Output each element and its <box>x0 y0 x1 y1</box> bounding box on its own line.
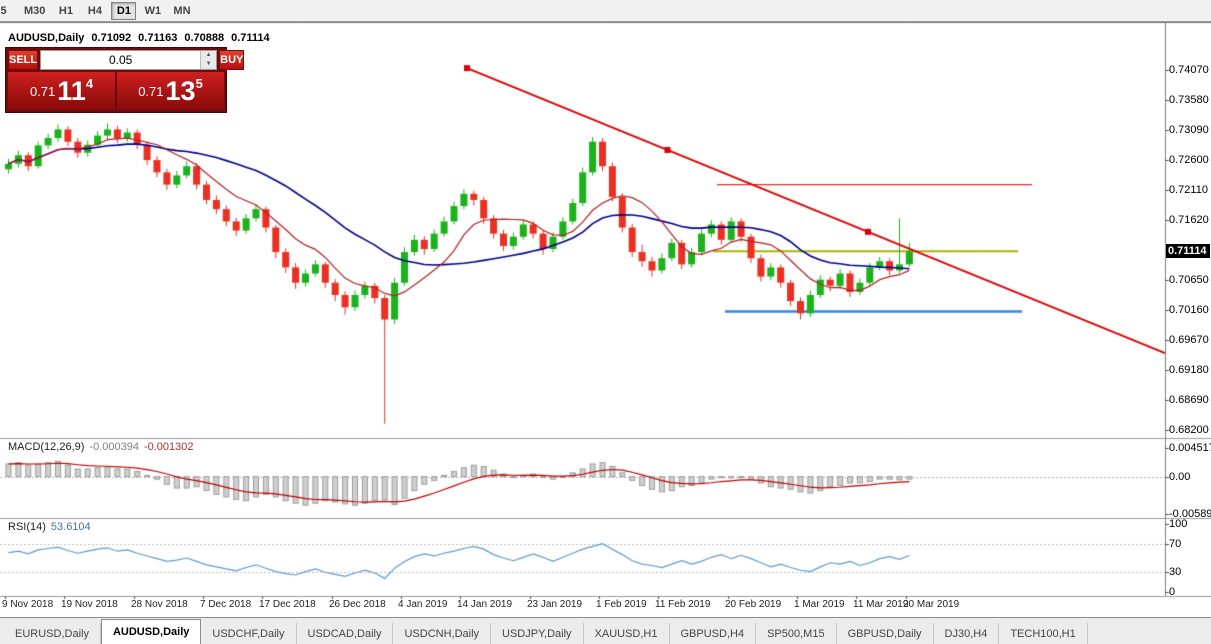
date-axis-label: 28 Nov 2018 <box>131 599 188 610</box>
price-axis-label: 0.71620 <box>1169 214 1209 226</box>
price-axis-label: 0.70160 <box>1169 304 1209 316</box>
date-axis-label: 26 Dec 2018 <box>329 599 386 610</box>
rsi-header: RSI(14) 53.6104 <box>8 521 91 533</box>
volume-box: ▲ ▼ <box>40 50 218 70</box>
macd-value-signal: -0.001302 <box>143 441 194 453</box>
buy-price-display: 0.71 13 5 <box>117 72 224 110</box>
timeframe-button-M30[interactable]: M30 <box>24 4 46 17</box>
volume-down-button[interactable]: ▼ <box>201 60 217 69</box>
tab-XAUUSD-H1[interactable]: XAUUSD,H1 <box>583 623 670 644</box>
price-axis-label: 0.73090 <box>1169 124 1209 136</box>
quote-header: AUDUSD,Daily 0.71092 0.71163 0.70888 0.71114 <box>8 32 277 44</box>
quote-low: 0.70888 <box>184 32 225 44</box>
macd-header: MACD(12,26,9) -0.000394 -0.001302 <box>8 441 194 453</box>
sell-button[interactable]: SELL <box>8 50 39 70</box>
tab-GBPUSD-Daily[interactable]: GBPUSD,Daily <box>836 623 934 644</box>
macd-axis-label: 0.004517 <box>1169 442 1211 454</box>
price-axis-label: 0.68690 <box>1169 394 1209 406</box>
date-axis-label: 19 Nov 2018 <box>61 599 118 610</box>
tab-USDCNH-Daily[interactable]: USDCNH,Daily <box>393 623 492 644</box>
chart-tab-bar: EURUSD,Daily AUDUSD,Daily USDCHF,Daily USDC… <box>0 617 1211 644</box>
sell-price-sup: 4 <box>85 76 94 91</box>
volume-up-button[interactable]: ▲ <box>201 51 217 60</box>
tab-AUDUSD-Daily[interactable]: AUDUSD,Daily <box>100 619 202 644</box>
timeframe-button-H4[interactable]: H4 <box>87 4 102 17</box>
buy-price-sup: 5 <box>195 76 203 91</box>
date-axis-label: 20 Feb 2019 <box>725 599 782 610</box>
rsi-axis-label: 30 <box>1169 566 1182 578</box>
rsi-axis-label: 70 <box>1169 538 1182 550</box>
tab-SP500-M15[interactable]: SP500,M15 <box>756 623 837 644</box>
timeframe-button-MN[interactable]: MN <box>173 4 191 17</box>
tab-DJ30-H4[interactable]: DJ30,H4 <box>933 623 1000 644</box>
tab-EURUSD-Daily[interactable]: EURUSD,Daily <box>4 623 101 644</box>
date-axis-label: 14 Jan 2019 <box>457 599 513 610</box>
one-click-trade-panel: SELL ▲ ▼ BUY 0.71 11 4 0.71 13 5 <box>5 47 245 113</box>
tab-USDCHF-Daily[interactable]: USDCHF,Daily <box>201 623 297 644</box>
buy-price-base: 0.71 <box>138 83 164 99</box>
tab-USDCAD-Daily[interactable]: USDCAD,Daily <box>296 623 394 644</box>
macd-axis-label: 0.00 <box>1169 471 1191 483</box>
tab-USDJPY-Daily[interactable]: USDJPY,Daily <box>491 623 584 644</box>
current-price-tag: 0.71114 <box>1166 244 1210 258</box>
date-axis-label: 20 Mar 2019 <box>903 599 960 610</box>
timeframe-button-5[interactable]: 5 <box>0 4 7 17</box>
date-axis-label: 11 Feb 2019 <box>655 599 711 610</box>
buy-button[interactable]: BUY <box>219 50 245 70</box>
timeframe-button-W1[interactable]: W1 <box>144 4 162 17</box>
date-axis-label: 11 Mar 2019 <box>853 599 909 610</box>
timeframe-button-D1[interactable]: D1 <box>111 1 137 20</box>
price-axis-label: 0.68200 <box>1169 424 1209 436</box>
timeframe-button-H1[interactable]: H1 <box>58 4 73 17</box>
price-axis-label: 0.69670 <box>1169 334 1209 346</box>
rsi-axis-label: 0 <box>1169 586 1176 598</box>
sell-price-big: 11 <box>57 76 86 106</box>
price-axis-label: 0.74070 <box>1169 64 1209 76</box>
price-axis-label: 0.73580 <box>1169 94 1209 106</box>
macd-value-main: -0.000394 <box>89 441 139 453</box>
rsi-label: RSI(14) <box>8 521 46 533</box>
price-axis-label: 0.69180 <box>1169 364 1209 376</box>
date-axis-label: 17 Dec 2018 <box>259 599 316 610</box>
date-axis-label: 1 Mar 2019 <box>794 599 845 610</box>
date-axis-label: 1 Feb 2019 <box>596 599 647 610</box>
date-axis-label: 4 Jan 2019 <box>398 599 448 610</box>
quote-symbol: AUDUSD,Daily <box>8 32 85 44</box>
buy-price-big: 13 <box>165 76 196 106</box>
macd-axis-label: -0.005899 <box>1169 508 1211 520</box>
tab-GBPUSD-H4[interactable]: GBPUSD,H4 <box>669 623 757 644</box>
price-axis-label: 0.70650 <box>1169 274 1209 286</box>
volume-input[interactable] <box>41 51 201 69</box>
date-axis-label: 23 Jan 2019 <box>527 599 583 610</box>
volume-stepper: ▲ ▼ <box>200 51 217 69</box>
quote-close: 0.71114 <box>231 32 270 44</box>
quote-open: 0.71092 <box>91 32 132 44</box>
macd-label: MACD(12,26,9) <box>8 441 85 453</box>
rsi-axis-label: 100 <box>1169 518 1188 530</box>
date-axis-label: 7 Dec 2018 <box>200 599 252 610</box>
tab-TECH100-H1[interactable]: TECH100,H1 <box>999 623 1088 644</box>
rsi-value: 53.6104 <box>50 521 91 533</box>
quote-high: 0.71163 <box>138 32 178 44</box>
price-axis-label: 0.72110 <box>1169 184 1208 196</box>
sell-price-display: 0.71 11 4 <box>8 72 115 110</box>
price-axis-label: 0.72600 <box>1169 154 1209 166</box>
timeframe-toolbar: 5 M30 H1 H4 D1 W1 MN <box>0 0 1211 22</box>
date-axis-label: 9 Nov 2018 <box>2 599 54 610</box>
sell-price-base: 0.71 <box>29 83 56 99</box>
